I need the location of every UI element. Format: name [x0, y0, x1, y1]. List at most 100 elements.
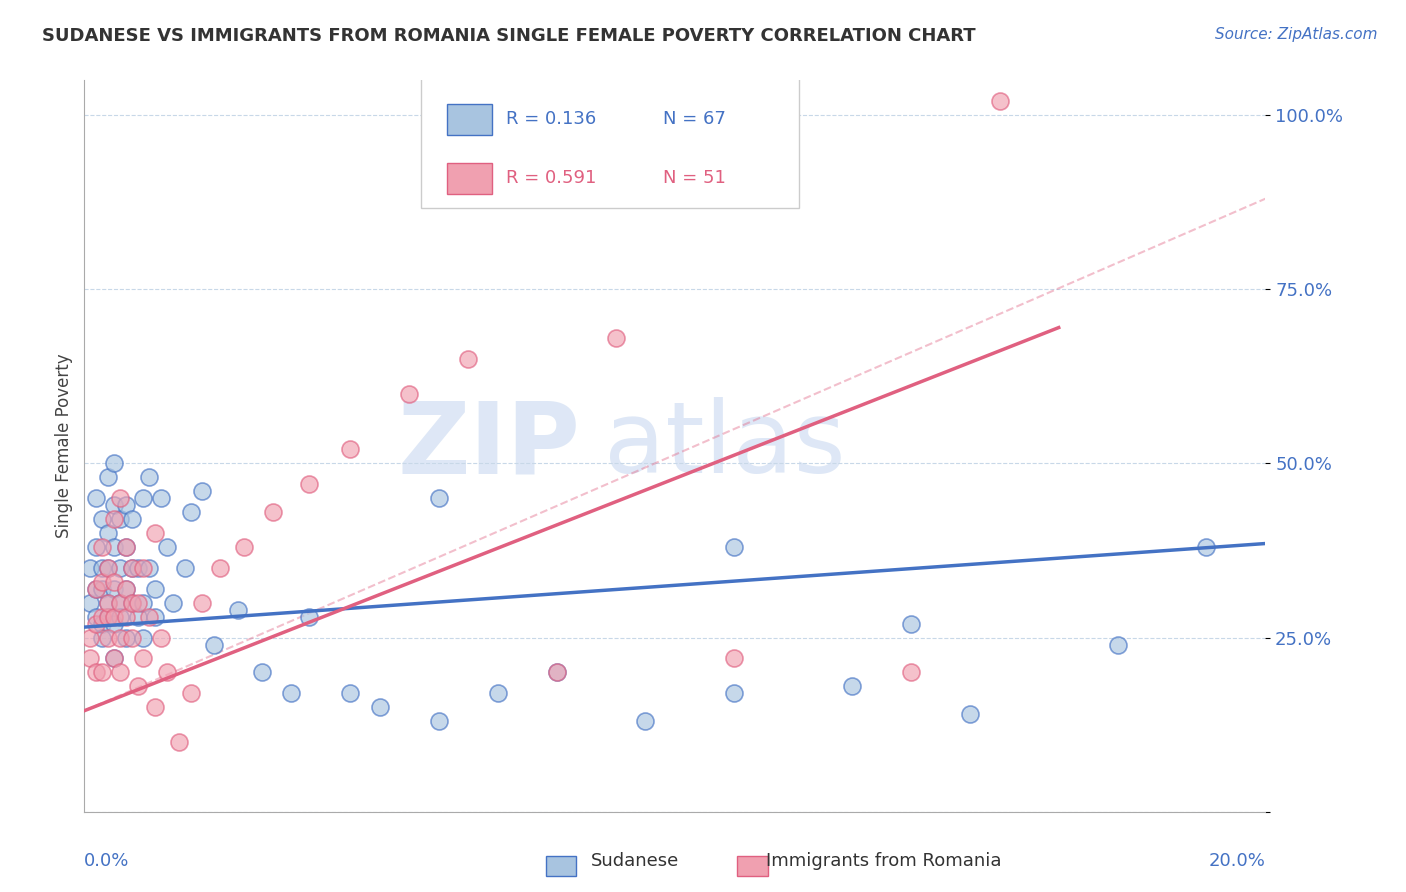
Point — [427, 714, 450, 728]
Point — [988, 94, 1011, 108]
Point — [127, 609, 149, 624]
Text: 20.0%: 20.0% — [1209, 852, 1265, 870]
Point — [79, 651, 101, 665]
Point — [97, 609, 120, 624]
Text: atlas: atlas — [605, 398, 845, 494]
FancyBboxPatch shape — [420, 70, 799, 209]
Point — [114, 540, 136, 554]
Point — [108, 596, 131, 610]
Point — [226, 603, 249, 617]
Point — [91, 631, 114, 645]
Point — [143, 609, 166, 624]
Point — [84, 665, 107, 680]
Text: 0.0%: 0.0% — [84, 852, 129, 870]
Point — [339, 442, 361, 457]
Point — [84, 582, 107, 596]
Point — [723, 540, 745, 554]
Point — [180, 505, 202, 519]
Point — [132, 491, 155, 506]
Point — [97, 526, 120, 541]
Point — [232, 540, 254, 554]
Point — [114, 609, 136, 624]
Point — [108, 561, 131, 575]
Point — [84, 616, 107, 631]
Point — [127, 679, 149, 693]
Point — [121, 512, 143, 526]
Text: ZIP: ZIP — [398, 398, 581, 494]
Point — [91, 512, 114, 526]
Point — [132, 631, 155, 645]
Point — [1195, 540, 1218, 554]
Point — [79, 561, 101, 575]
Point — [150, 491, 173, 506]
Point — [143, 700, 166, 714]
Point — [841, 679, 863, 693]
FancyBboxPatch shape — [447, 104, 492, 136]
Point — [156, 665, 179, 680]
Point — [79, 631, 101, 645]
Text: Source: ZipAtlas.com: Source: ZipAtlas.com — [1215, 27, 1378, 42]
Point — [202, 638, 225, 652]
Point — [1107, 638, 1129, 652]
Point — [91, 616, 114, 631]
Y-axis label: Single Female Poverty: Single Female Poverty — [55, 354, 73, 538]
Point — [103, 498, 125, 512]
Point — [191, 484, 214, 499]
Point — [132, 596, 155, 610]
Point — [97, 631, 120, 645]
Point — [91, 574, 114, 589]
Point — [108, 631, 131, 645]
Point — [121, 596, 143, 610]
Point — [723, 686, 745, 700]
Point — [84, 491, 107, 506]
Point — [209, 561, 232, 575]
Point — [79, 596, 101, 610]
Point — [91, 561, 114, 575]
Point — [103, 512, 125, 526]
Point — [723, 651, 745, 665]
Text: R = 0.591: R = 0.591 — [506, 169, 596, 186]
Point — [156, 540, 179, 554]
Text: N = 67: N = 67 — [664, 110, 725, 128]
Point — [91, 609, 114, 624]
Text: R = 0.136: R = 0.136 — [506, 110, 596, 128]
Point — [180, 686, 202, 700]
Point — [108, 491, 131, 506]
Point — [97, 609, 120, 624]
Point — [97, 470, 120, 484]
Point — [91, 665, 114, 680]
Point — [546, 665, 568, 680]
Point — [84, 609, 107, 624]
Point — [132, 561, 155, 575]
Point — [108, 665, 131, 680]
Point — [114, 582, 136, 596]
Point — [138, 609, 160, 624]
Point — [138, 470, 160, 484]
Point — [605, 331, 627, 345]
Point — [368, 700, 391, 714]
Point — [97, 561, 120, 575]
Point — [108, 596, 131, 610]
Point — [167, 735, 190, 749]
Point — [398, 386, 420, 401]
Point — [114, 540, 136, 554]
Point — [127, 596, 149, 610]
Point — [103, 651, 125, 665]
Point — [150, 631, 173, 645]
Point — [121, 596, 143, 610]
Point — [121, 631, 143, 645]
Point — [121, 561, 143, 575]
Point — [103, 457, 125, 471]
Point — [103, 582, 125, 596]
Point — [900, 616, 922, 631]
Text: Sudanese: Sudanese — [591, 852, 679, 870]
Point — [546, 665, 568, 680]
Point — [280, 686, 302, 700]
Bar — [737, 856, 768, 876]
Bar — [546, 856, 576, 876]
Point — [127, 561, 149, 575]
FancyBboxPatch shape — [447, 163, 492, 194]
Point — [339, 686, 361, 700]
Point — [298, 477, 321, 491]
Point — [457, 351, 479, 366]
